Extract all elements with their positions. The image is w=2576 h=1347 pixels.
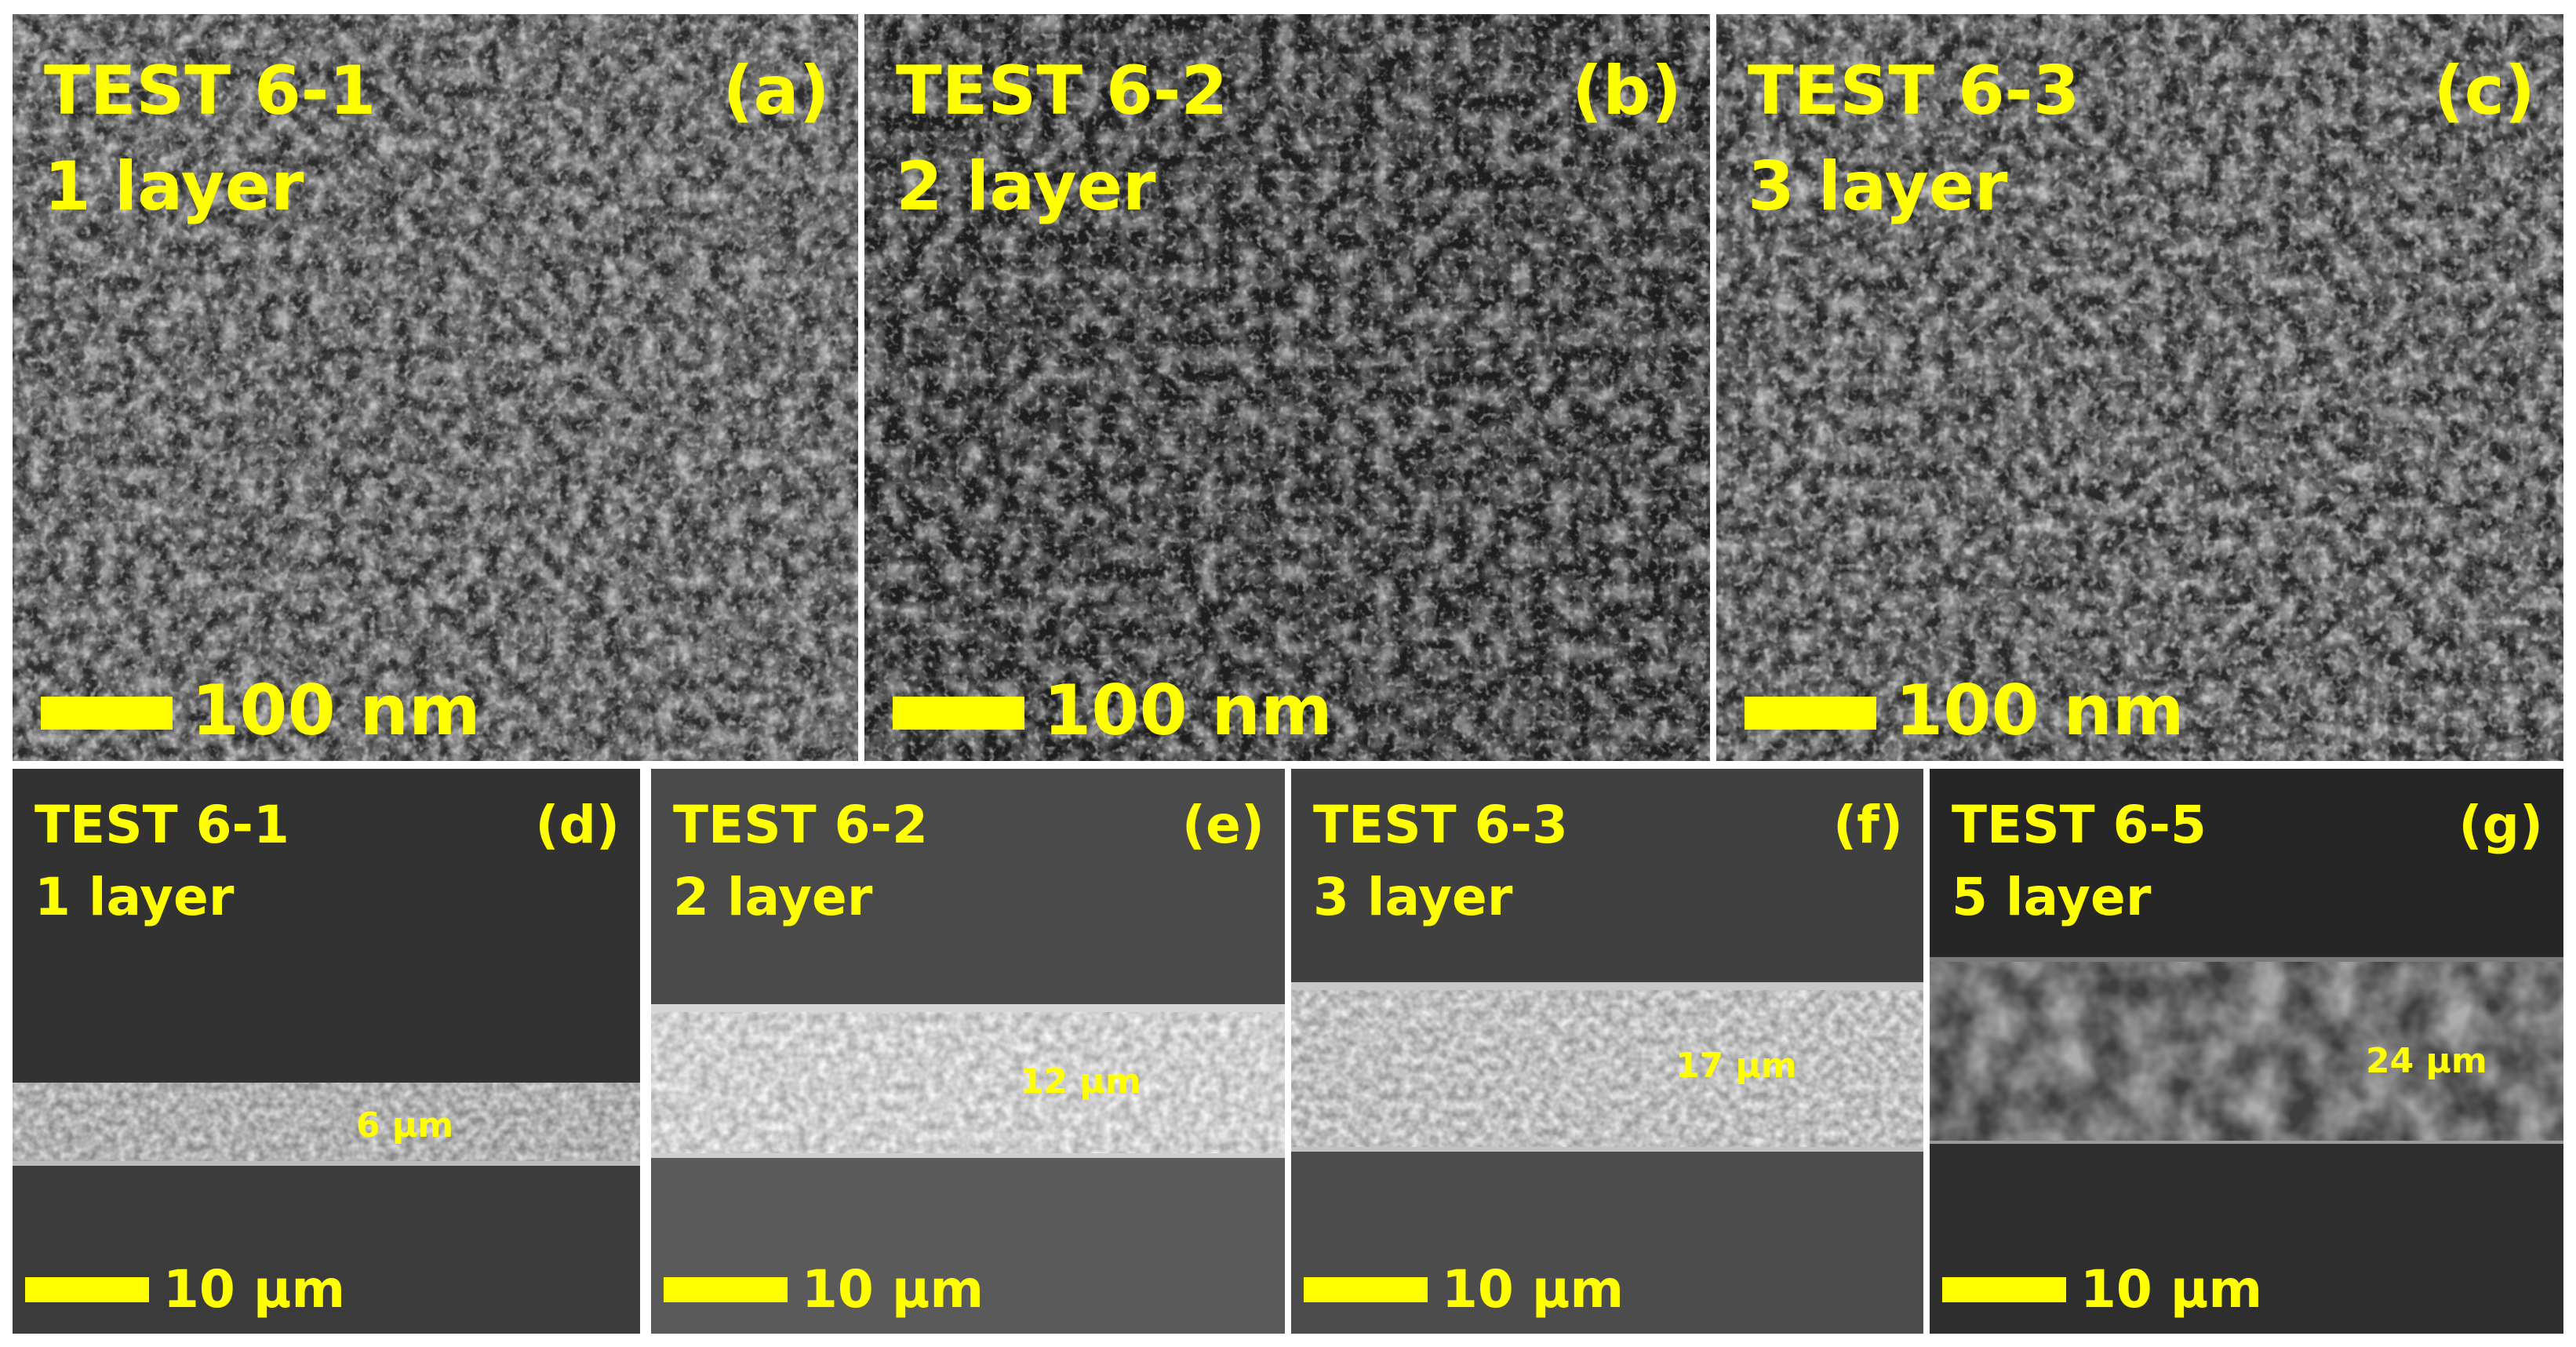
- scale-bar-label: 10 μm: [802, 1259, 984, 1320]
- layer-count: 3 layer: [1313, 867, 1513, 927]
- sem-surface-image-b: [864, 14, 1710, 761]
- sem-cross-section-image-d: [13, 769, 640, 1334]
- panel-title: TEST 6-3: [1313, 795, 1568, 855]
- scale-bar-label: 100 nm: [1895, 670, 2185, 751]
- scale-bar: [41, 697, 173, 730]
- sem-surface-image-c: [1716, 14, 2563, 761]
- film-thickness-label: 12 μm: [1020, 1061, 1141, 1101]
- layer-count: 5 layer: [1952, 867, 2152, 927]
- panel-title: TEST 6-3: [1748, 52, 2080, 130]
- scale-bar: [893, 697, 1024, 730]
- panel-letter: (a): [722, 52, 830, 130]
- panel-letter: (c): [2433, 52, 2535, 130]
- film-thickness-label: 24 μm: [2366, 1041, 2487, 1081]
- scale-bar: [664, 1277, 788, 1302]
- sem-surface-image-a: [13, 14, 858, 761]
- scale-bar-label: 10 μm: [163, 1259, 346, 1320]
- sem-cross-section-image-g: [1930, 769, 2563, 1334]
- sem-panel-d: TEST 6-1 1 layer (d) 6 μm 10 μm: [13, 769, 640, 1334]
- scale-bar-label: 10 μm: [1442, 1259, 1625, 1320]
- scale-bar-label: 100 nm: [191, 670, 481, 751]
- scale-bar: [1304, 1277, 1428, 1302]
- panel-letter: (b): [1571, 52, 1682, 130]
- scale-bar-label: 100 nm: [1043, 670, 1333, 751]
- sem-panel-g: TEST 6-5 5 layer (g) 24 μm 10 μm: [1930, 769, 2563, 1334]
- film-thickness-label: 6 μm: [356, 1105, 454, 1145]
- scale-bar: [1745, 697, 1876, 730]
- sem-panel-b: TEST 6-2 2 layer (b) 100 nm: [864, 14, 1710, 761]
- scale-bar: [1942, 1277, 2066, 1302]
- sem-panel-a: TEST 6-1 1 layer (a) 100 nm: [13, 14, 858, 761]
- panel-title: TEST 6-2: [673, 795, 928, 855]
- panel-title: TEST 6-1: [44, 52, 377, 130]
- sem-cross-section-image-f: [1291, 769, 1923, 1334]
- panel-title: TEST 6-1: [35, 795, 289, 855]
- sem-panel-c: TEST 6-3 3 layer (c) 100 nm: [1716, 14, 2563, 761]
- layer-count: 3 layer: [1748, 147, 2008, 226]
- sem-panel-e: TEST 6-2 2 layer (e) 12 μm 10 μm: [651, 769, 1285, 1334]
- panel-title: TEST 6-5: [1952, 795, 2207, 855]
- scale-bar: [25, 1277, 149, 1302]
- panel-title: TEST 6-2: [896, 52, 1228, 130]
- film-thickness-label: 17 μm: [1675, 1046, 1797, 1086]
- sem-panel-f: TEST 6-3 3 layer (f) 17 μm 10 μm: [1291, 769, 1923, 1334]
- sem-cross-section-image-e: [651, 769, 1285, 1334]
- scale-bar-label: 10 μm: [2080, 1259, 2263, 1320]
- layer-count: 2 layer: [896, 147, 1156, 226]
- panel-letter: (e): [1181, 795, 1264, 855]
- layer-count: 1 layer: [44, 147, 304, 226]
- panel-letter: (f): [1832, 795, 1903, 855]
- layer-count: 2 layer: [673, 867, 873, 927]
- panel-letter: (d): [535, 795, 620, 855]
- layer-count: 1 layer: [35, 867, 235, 927]
- panel-letter: (g): [2458, 795, 2543, 855]
